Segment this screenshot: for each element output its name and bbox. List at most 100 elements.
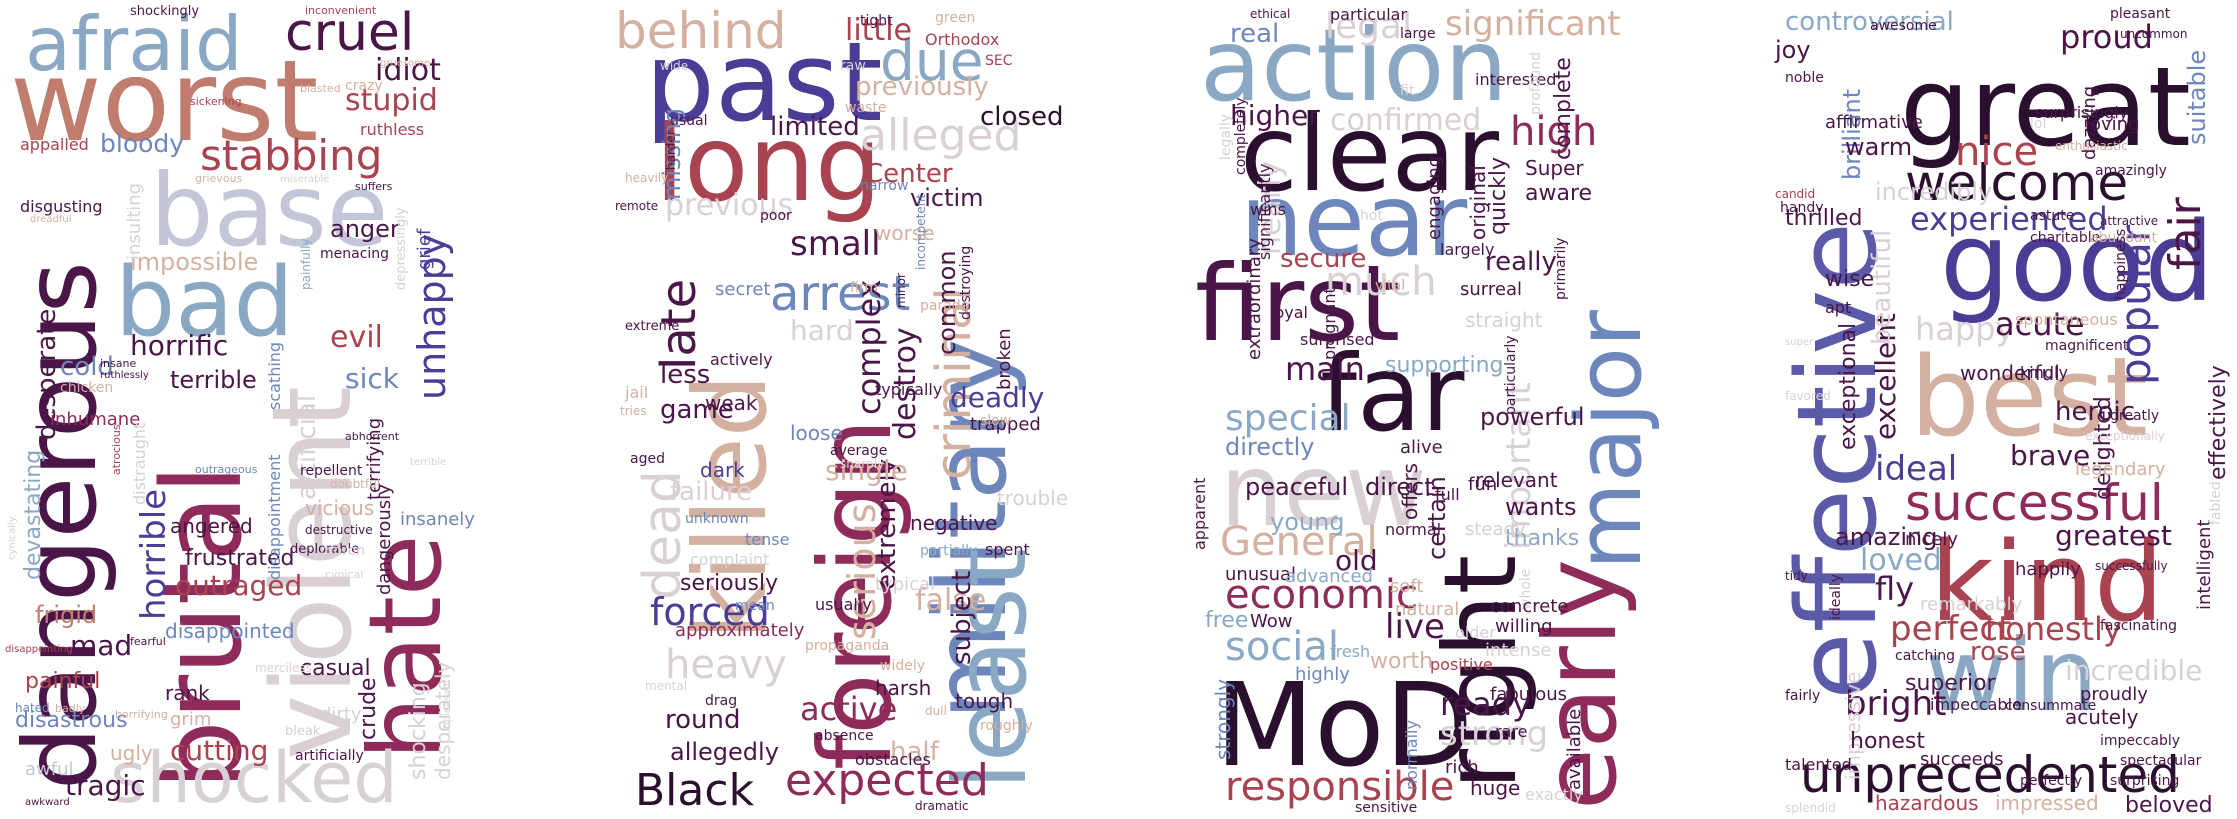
- cloud-word: sick: [345, 362, 400, 395]
- cloud-word: crude: [356, 677, 381, 740]
- cloud-word: win: [1925, 617, 2098, 734]
- cloud-word: legendary: [2075, 459, 2166, 480]
- cloud-word: surprised: [1300, 330, 1375, 349]
- cloud-word: victim: [910, 184, 984, 212]
- cloud-word: apparent: [1190, 478, 1209, 550]
- cloud-word: usual: [670, 113, 708, 129]
- cloud-word: first: [1195, 243, 1400, 365]
- cloud-word: astute: [2030, 208, 2074, 224]
- word-cloud-news: past long killed foreign military least behind…: [590, 0, 1070, 819]
- cloud-word: early: [1522, 559, 1639, 810]
- cloud-word: certain: [1423, 476, 1451, 560]
- cloud-word: grief: [414, 228, 435, 270]
- cloud-word: splendid: [1785, 801, 1836, 815]
- cloud-word: outraged: [175, 569, 302, 602]
- cloud-word: strongly: [1211, 679, 1235, 760]
- cloud-word: miserable: [280, 174, 329, 185]
- cloud-word: profound: [1528, 52, 1544, 115]
- cloud-word: frigid: [35, 601, 97, 629]
- cloud-word: charitable: [2030, 230, 2100, 246]
- cloud-word: base: [150, 152, 388, 269]
- cloud-word: experienced: [1910, 200, 2108, 238]
- cloud-word: unknown: [685, 511, 749, 527]
- cloud-word: fun: [1468, 474, 1497, 495]
- cloud-word: deplorable: [290, 542, 359, 557]
- cloud-word: real: [1230, 19, 1279, 49]
- cloud-word: normally: [1402, 720, 1421, 790]
- cloud-word: repellent: [300, 463, 363, 479]
- word-cloud-positive: great good best kind win effective welcome succ…: [1765, 0, 2237, 819]
- cloud-word: atrocious: [110, 424, 123, 475]
- cloud-word: greatly: [2110, 408, 2159, 424]
- cloud-word: nicely: [1905, 529, 1958, 550]
- cloud-word: favored: [1785, 389, 1831, 403]
- cloud-word: economic: [1225, 572, 1418, 618]
- cloud-word: negative: [910, 511, 997, 535]
- cloud-word: incredibly: [1875, 178, 1992, 206]
- cloud-word: loyal: [1270, 303, 1308, 322]
- cloud-word: higher: [1230, 99, 1320, 132]
- cloud-word: apt: [1825, 298, 1851, 317]
- cloud-word: firm: [850, 280, 878, 296]
- cloud-word: social: [1225, 624, 1339, 670]
- cloud-word: killed: [672, 374, 789, 640]
- cloud-word: significantly: [1255, 163, 1274, 260]
- cloud-word: MoD: [1215, 659, 1473, 793]
- cloud-word: live: [1385, 607, 1445, 647]
- cloud-word: tough: [955, 689, 1013, 713]
- cloud-word: affirmative: [1825, 112, 1923, 133]
- cloud-word: active: [800, 690, 897, 728]
- cloud-word: hated: [15, 701, 50, 715]
- cloud-word: amazing: [1835, 523, 1938, 551]
- cloud-word: hard: [790, 314, 854, 347]
- cloud-word: exceptionally: [2085, 429, 2165, 443]
- cloud-word: blasted: [300, 82, 341, 95]
- cloud-word: perfectly: [2020, 773, 2082, 789]
- cloud-word: afraid: [25, 0, 243, 88]
- cloud-word: worst: [10, 37, 318, 167]
- cloud-word: excellent: [1869, 313, 1902, 440]
- cloud-word: usually: [815, 595, 872, 614]
- cloud-word: right: [1422, 555, 1539, 790]
- cloud-word: dangerous: [2, 261, 119, 790]
- cloud-word: legally: [1218, 114, 1234, 160]
- cloud-word: disappointing: [5, 644, 73, 655]
- cloud-word: supporting: [1385, 353, 1504, 378]
- cloud-word: harder: [664, 130, 678, 170]
- cloud-word: surprisingly: [2035, 103, 2128, 122]
- cloud-word: fabled: [2208, 481, 2224, 525]
- cloud-word: impossible: [130, 248, 258, 276]
- cloud-word: proudly: [2080, 684, 2148, 705]
- cloud-word: single: [825, 454, 908, 487]
- cloud-word: happiness: [2113, 229, 2129, 300]
- cloud-word: high: [1510, 109, 1597, 155]
- cloud-word: dirty: [320, 704, 362, 725]
- cloud-word: complaint: [690, 550, 769, 569]
- cloud-word: new: [1220, 432, 1427, 549]
- cloud-word: hate: [347, 535, 464, 760]
- cloud-word: SEC: [985, 53, 1013, 69]
- cloud-word: disastrous: [15, 708, 128, 733]
- cloud-word: candid: [1775, 187, 1815, 201]
- cloud-word: much: [1325, 259, 1437, 305]
- cloud-word: limited: [770, 112, 860, 142]
- cloud-word: disappointed: [165, 619, 295, 643]
- cloud-word: relevant: [1475, 468, 1558, 492]
- cloud-word: broken: [994, 328, 1015, 390]
- cloud-word: dull: [925, 704, 947, 718]
- cloud-word: narrow: [860, 178, 908, 194]
- cloud-word: Center: [865, 159, 953, 189]
- cloud-word: extraordinary: [1244, 238, 1265, 360]
- cloud-word: vicious: [305, 496, 374, 520]
- cloud-word: serious: [840, 504, 884, 641]
- cloud-word: grievous: [195, 172, 243, 185]
- cloud-word: successfully: [2095, 559, 2168, 573]
- cloud-word: tragic: [65, 769, 146, 802]
- cloud-word: soft: [1390, 576, 1423, 597]
- cloud-word: extremely: [872, 459, 902, 590]
- cloud-word: thrilled: [1785, 206, 1862, 231]
- cloud-word: subject: [947, 571, 977, 665]
- cloud-word: extreme: [625, 319, 679, 334]
- cloud-word: nice: [1955, 129, 2038, 175]
